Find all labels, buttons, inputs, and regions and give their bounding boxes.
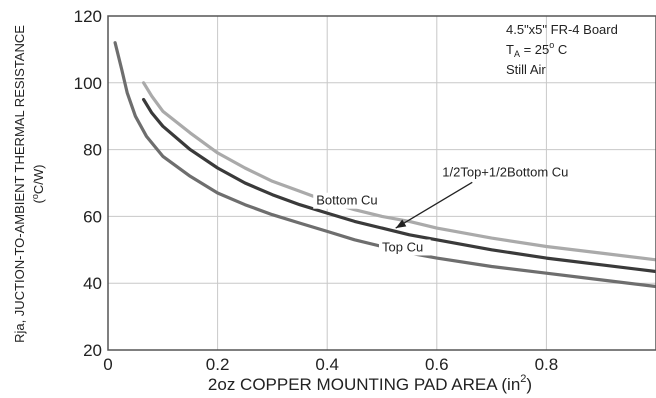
y-tick-label: 80 [83,141,102,160]
y-tick-label: 40 [83,274,102,293]
y-axis-label-line2: (oC/W) [30,165,46,204]
arrow-head [395,219,407,229]
y-tick-label: 20 [83,341,102,360]
x-axis-label: 2oz COPPER MOUNTING PAD AREA (in2) [208,373,532,394]
y-axis-label-line1: Rja, JUCTION-TO-AMBIENT THERMAL RESISTAN… [12,25,27,343]
series-labels: Bottom Cu Top Cu 1/2Top+1/2Bottom Cu [313,164,568,256]
x-tick-label: 0.4 [315,355,339,374]
x-tick-label: 0.2 [206,355,230,374]
y-tick-label: 120 [74,7,102,26]
note-board: 4.5"x5" FR-4 Board [506,22,618,37]
x-tick-label: 0.8 [535,355,559,374]
arrow-line [395,181,473,229]
note-temperature: TA = 25o C [506,40,567,59]
x-tick-label: 0 [103,355,112,374]
grid [108,16,656,350]
plot-frame [107,15,656,351]
series-line-2 [113,41,656,289]
series-label: Bottom Cu [316,193,377,208]
note-airflow: Still Air [506,62,546,77]
y-tick-label: 100 [74,74,102,93]
y-tick-label: 60 [83,207,102,226]
arrow-label: 1/2Top+1/2Bottom Cu [442,164,568,179]
series-label-bg [379,239,431,256]
series-label: Top Cu [382,239,423,254]
x-tick-label: 0.6 [425,355,449,374]
series-line-1 [142,97,656,274]
tick-labels: 0 0.2 0.4 0.6 0.8 20 40 60 80 100 120 [74,7,559,374]
series-label-bg [313,192,388,209]
